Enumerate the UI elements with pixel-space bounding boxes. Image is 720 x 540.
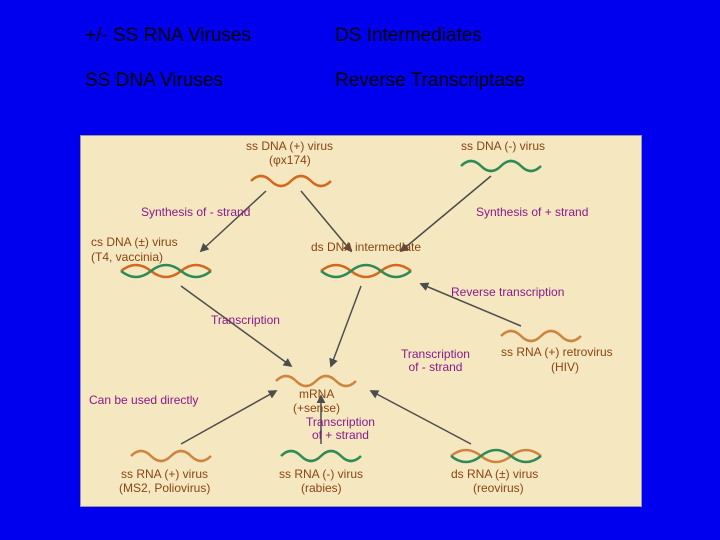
csdna-helix <box>121 265 211 277</box>
dsrna-helix <box>451 450 541 462</box>
lbl-trans-minus: Transcription of - strand <box>401 348 470 374</box>
arrow-ssdnap-csdna <box>201 191 266 251</box>
lbl-mrna: mRNA <box>299 388 334 401</box>
lbl-csdna: cs DNA (±) virus <box>91 236 178 249</box>
retro-strand <box>501 331 581 341</box>
arrow-dsrna-mrna <box>371 391 471 444</box>
lbl-syn-plus: Synthesis of + strand <box>476 206 588 219</box>
ssdna-minus-strand <box>461 161 541 171</box>
lbl-revtrans: Reverse transcription <box>451 286 564 299</box>
lbl-ssdna-minus: ss DNA (-) virus <box>461 140 545 153</box>
ssdna-plus-strand <box>251 176 331 186</box>
lbl-trans-plus: Transcription of + strand <box>306 416 375 442</box>
dsdna-int-helix <box>321 265 411 277</box>
lbl-dsint: ds DNA intermediate <box>311 241 421 254</box>
header-rt: Reverse Transcriptase <box>335 70 525 92</box>
lbl-direct: Can be used directly <box>89 394 198 407</box>
lbl-trans: Transcription <box>211 314 280 327</box>
lbl-rabies: (rabies) <box>301 482 342 495</box>
lbl-ssdna-plus: ss DNA (+) virus <box>246 140 333 153</box>
mrna-strand <box>276 376 356 386</box>
lbl-csdna-eg: (T4, vaccinia) <box>91 251 163 264</box>
lbl-sense: (+sense) <box>293 402 340 415</box>
lbl-syn-minus: Synthesis of - strand <box>141 206 250 219</box>
lbl-ssrna-plus: ss RNA (+) virus <box>121 468 208 481</box>
ssrna-minus-strand <box>281 451 361 461</box>
lbl-retro: ss RNA (+) retrovirus <box>501 346 613 359</box>
header-ds: DS Intermediates <box>335 25 482 47</box>
header-dna: SS DNA Viruses <box>85 70 223 92</box>
lbl-reo: (reovirus) <box>473 482 524 495</box>
lbl-phix: (φx174) <box>269 154 311 167</box>
lbl-ssrna-plus-eg: (MS2, Poliovirus) <box>119 482 210 495</box>
lbl-dsrna: ds RNA (±) virus <box>451 468 538 481</box>
lbl-hiv: (HIV) <box>551 361 579 374</box>
diagram-panel: ss DNA (+) virus (φx174) ss DNA (-) viru… <box>80 135 642 507</box>
lbl-ssrna-minus: ss RNA (-) virus <box>279 468 363 481</box>
diagram-svg <box>81 136 641 506</box>
header-rna: +/- SS RNA Viruses <box>85 25 251 47</box>
arrow-dsint-mrna <box>331 286 361 366</box>
ssrna-plus-strand <box>131 451 211 461</box>
